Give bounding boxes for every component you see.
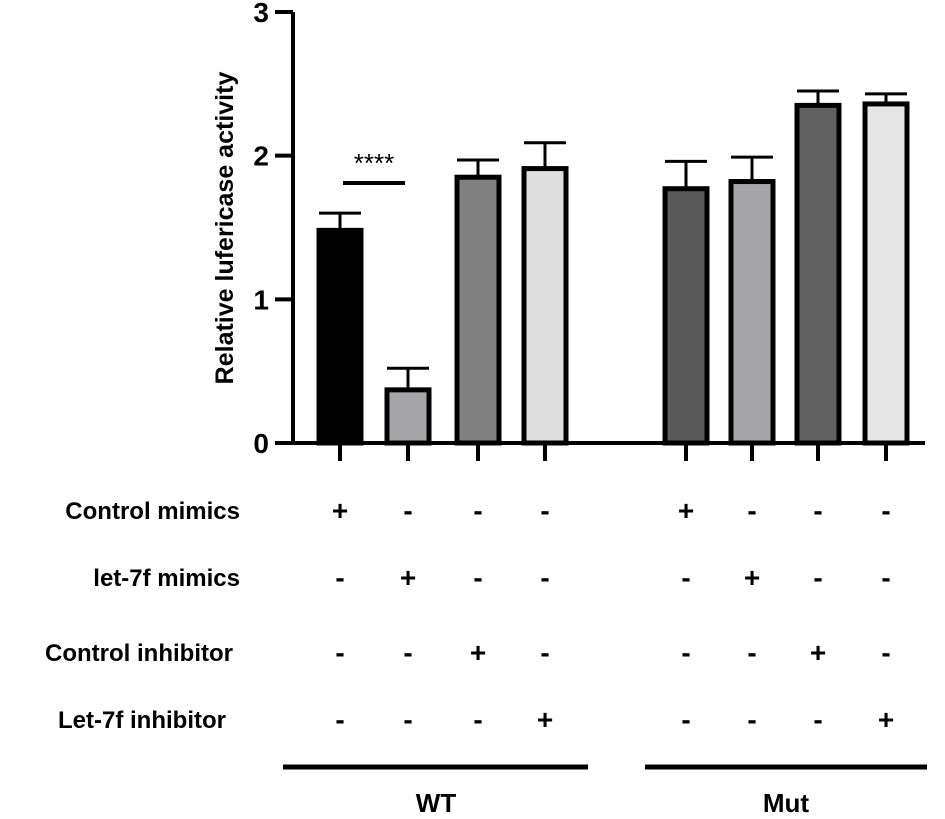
bar-wt-3 [454,174,502,446]
minus-sign: - [403,495,413,526]
minus-sign: - [681,704,691,735]
minus-sign: - [540,495,550,526]
minus-sign: - [473,495,483,526]
group-label-wt: WT [415,788,457,818]
bar-mut-4 [862,101,910,446]
y-tick-label: 0 [253,428,269,459]
plus-sign: + [877,704,895,735]
minus-sign: - [335,562,345,593]
plus-sign: + [743,562,761,593]
y-tick-label: 3 [253,0,269,28]
minus-sign: - [881,495,891,526]
minus-sign: - [681,562,691,593]
group-label-mut: Mut [762,788,810,818]
bar-mut-3 [794,102,842,446]
row-label: Let-7f inhibitor [58,707,226,734]
y-axis-title: Relative lufericase activity [211,72,239,385]
row-label: let-7f mimics [93,565,240,592]
minus-sign: - [335,704,345,735]
plus-sign: + [536,704,554,735]
row-label: Control mimics [65,498,240,525]
minus-sign: - [813,562,823,593]
significance-label: **** [354,148,394,178]
plus-sign: + [399,562,417,593]
plus-sign: + [331,495,349,526]
minus-sign: - [813,704,823,735]
minus-sign: - [747,495,757,526]
minus-sign: - [335,637,345,668]
minus-sign: - [813,495,823,526]
plus-sign: + [677,495,695,526]
minus-sign: - [881,562,891,593]
minus-sign: - [540,637,550,668]
minus-sign: - [747,704,757,735]
minus-sign: - [540,562,550,593]
row-label: Control inhibitor [45,640,233,667]
bar-wt-1 [316,227,364,446]
minus-sign: - [473,704,483,735]
minus-sign: - [681,637,691,668]
minus-sign: - [747,637,757,668]
y-tick-label: 1 [253,284,269,315]
minus-sign: - [881,637,891,668]
plus-sign: + [809,637,827,668]
minus-sign: - [473,562,483,593]
minus-sign: - [403,637,413,668]
bar-wt-4 [521,166,569,446]
plus-sign: + [469,637,487,668]
bar-mut-2 [728,179,776,446]
bar-mut-1 [662,186,710,446]
minus-sign: - [403,704,413,735]
bar-wt-2 [384,387,432,446]
y-tick-label: 2 [253,141,269,172]
